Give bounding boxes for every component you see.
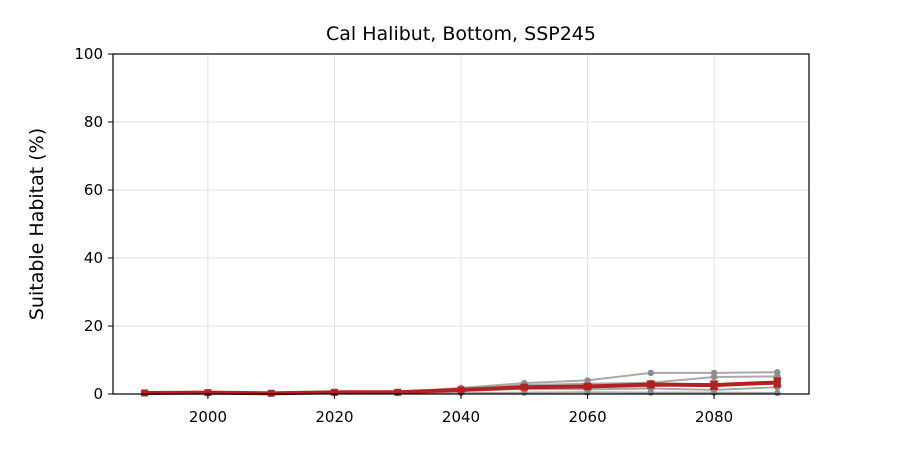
x-tick-label: 2000 bbox=[189, 408, 227, 426]
ensemble-point bbox=[710, 373, 718, 381]
y-tick-label: 40 bbox=[84, 249, 103, 267]
chart-title: Cal Halibut, Bottom, SSP245 bbox=[326, 23, 596, 45]
mean-point bbox=[647, 380, 655, 388]
mean-point bbox=[330, 388, 338, 396]
mean-point bbox=[584, 383, 592, 391]
mean-point bbox=[773, 378, 781, 386]
y-tick-label: 0 bbox=[93, 385, 103, 403]
mean-point bbox=[141, 389, 149, 397]
ensemble-point bbox=[774, 389, 781, 397]
mean-point bbox=[710, 381, 718, 389]
mean-point bbox=[457, 386, 465, 394]
x-tick-label: 2020 bbox=[315, 408, 353, 426]
x-axis: 2000 2020 2040 2060 2080 bbox=[189, 394, 733, 426]
y-tick-label: 80 bbox=[84, 113, 103, 131]
ensemble-point bbox=[647, 389, 655, 396]
mean-point bbox=[394, 388, 402, 396]
x-tick-label: 2040 bbox=[442, 408, 480, 426]
x-tick-label: 2080 bbox=[695, 408, 733, 426]
y-axis-label: Suitable Habitat (%) bbox=[26, 128, 48, 320]
y-tick-label: 20 bbox=[84, 317, 103, 335]
mean-point bbox=[520, 383, 528, 391]
x-tick-label: 2060 bbox=[568, 408, 606, 426]
mean-point bbox=[204, 389, 212, 397]
mean-point bbox=[267, 389, 275, 397]
ensemble-point bbox=[647, 369, 655, 377]
y-axis: 0 20 40 60 80 100 bbox=[74, 45, 113, 403]
y-tick-label: 100 bbox=[74, 45, 103, 63]
mean-series bbox=[141, 377, 782, 397]
y-tick-label: 60 bbox=[84, 181, 103, 199]
